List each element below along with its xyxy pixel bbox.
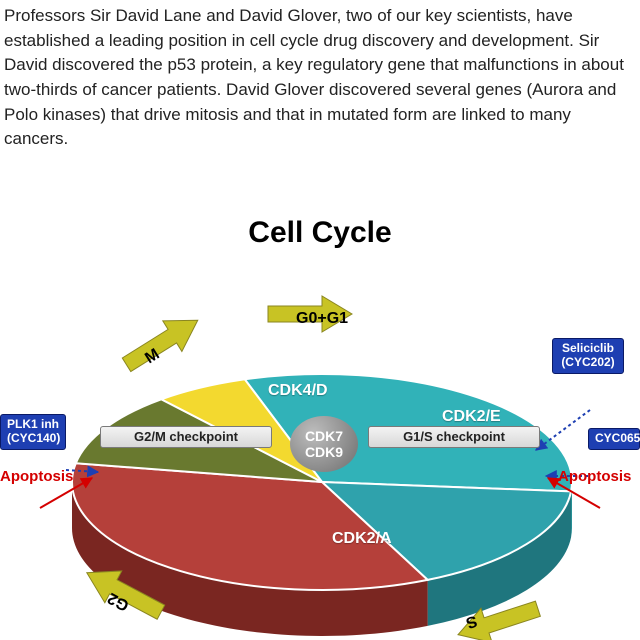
hub-cdk7-cdk9: CDK7 CDK9 bbox=[290, 416, 358, 472]
checkpoint-g2m: G2/M checkpoint bbox=[100, 426, 272, 448]
phase-label-g0g1: G0+G1 bbox=[296, 310, 348, 328]
hub-line1: CDK7 bbox=[290, 428, 358, 444]
cell-cycle-chart: Cell Cycle CDK7 CDK9 CDK4/D CDK2/E CDK2/A G… bbox=[0, 212, 640, 640]
slice-label-cdk4d: CDK4/D bbox=[268, 382, 328, 400]
hub-line2: CDK9 bbox=[290, 444, 358, 460]
callout-seliciclib: Seliciclib(CYC202) bbox=[552, 338, 624, 374]
callout-plk1: PLK1 inh(CYC140) bbox=[0, 414, 66, 450]
apop-left: Apoptosis bbox=[0, 468, 73, 485]
page-root: Professors Sir David Lane and David Glov… bbox=[0, 0, 640, 640]
chart-title: Cell Cycle bbox=[0, 216, 640, 250]
intro-paragraph: Professors Sir David Lane and David Glov… bbox=[0, 0, 640, 152]
slice-label-cdk2e: CDK2/E bbox=[442, 408, 501, 426]
slice-label-cdk2a: CDK2/A bbox=[332, 530, 392, 548]
callout-cyc065: CYC065 bbox=[588, 428, 640, 450]
apop-right: Apoptosis bbox=[558, 468, 631, 485]
checkpoint-g1s: G1/S checkpoint bbox=[368, 426, 540, 448]
